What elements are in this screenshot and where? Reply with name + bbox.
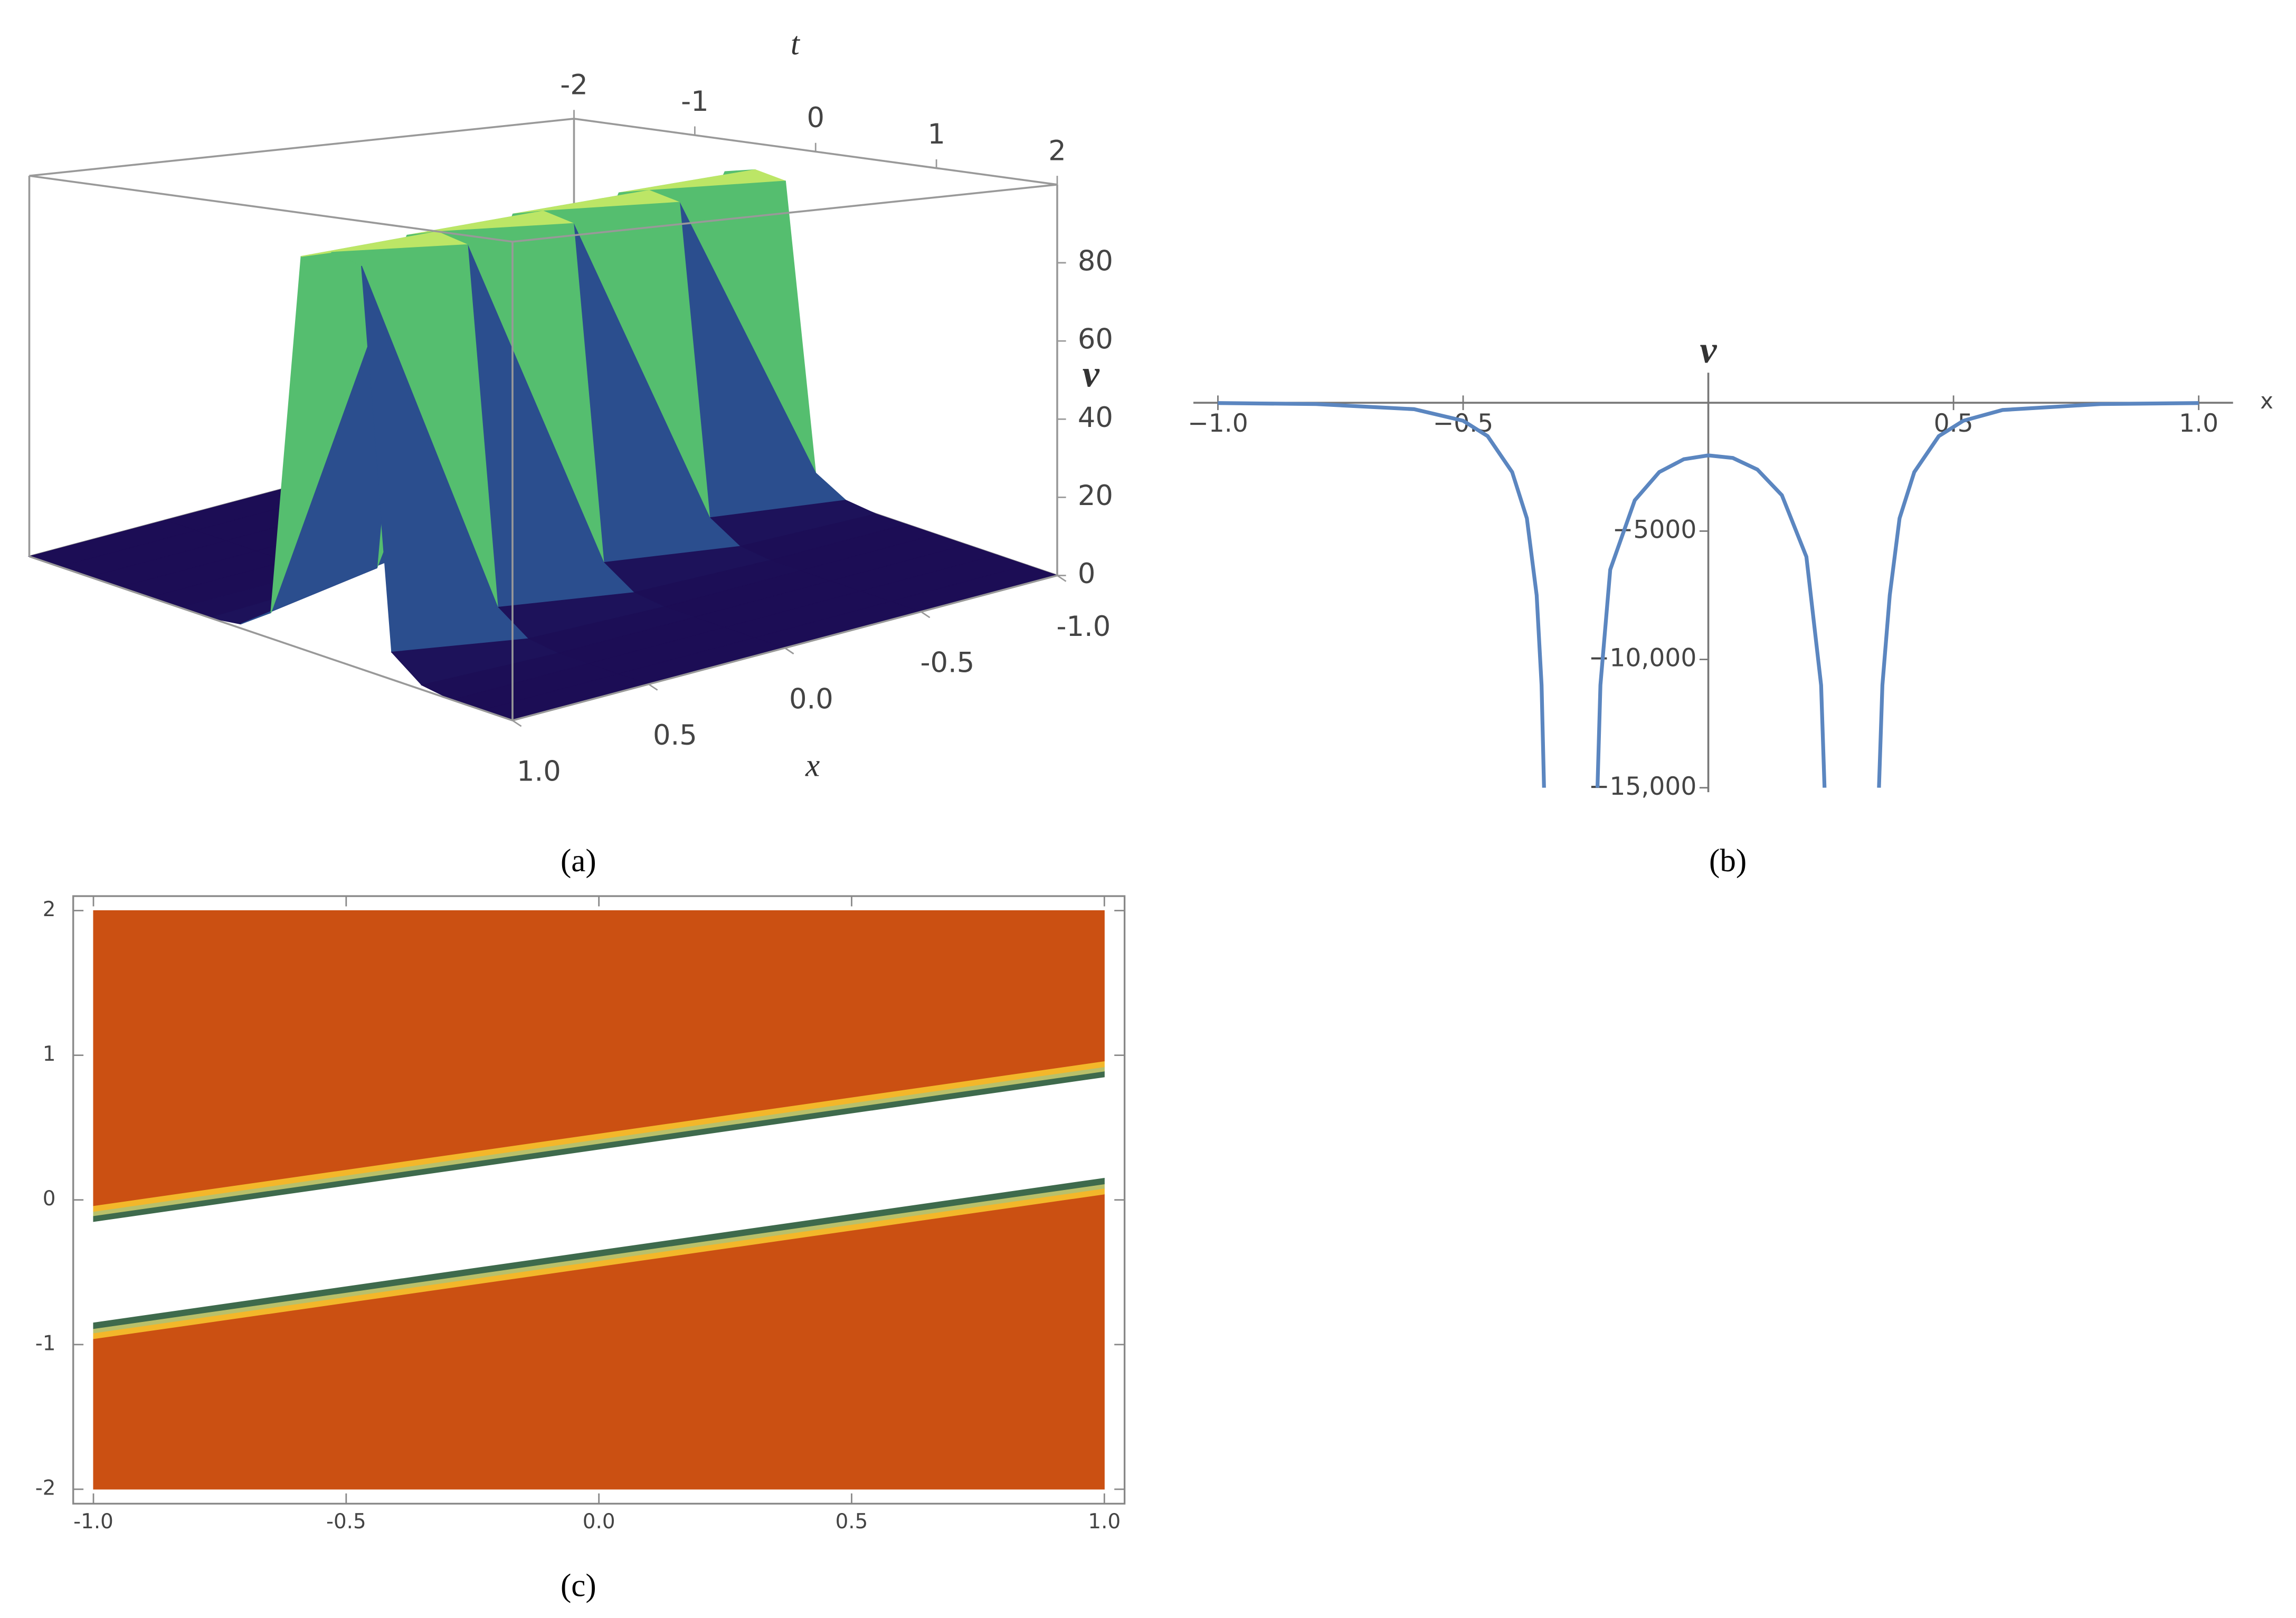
- v-tick-label: 60: [1078, 323, 1113, 356]
- y-tick-label: 1: [43, 1042, 56, 1066]
- curve: [1218, 401, 2199, 788]
- caption: (b): [1709, 843, 1747, 879]
- t-tick-label: 0: [807, 102, 824, 134]
- t-tick-label: 2: [1048, 135, 1066, 167]
- axis-label: x: [2260, 388, 2273, 414]
- caption: (c): [561, 1568, 596, 1603]
- axis-label: x: [805, 748, 820, 784]
- box-edge: [29, 118, 574, 177]
- x-tick: [512, 720, 522, 727]
- y-tick-label: 2: [43, 898, 56, 921]
- y-tick-label: −10,000: [1589, 644, 1697, 673]
- x-tick: [921, 611, 931, 618]
- x-tick-label: 0.5: [836, 1510, 868, 1534]
- x-tick: [648, 683, 658, 691]
- x-tick-label: 1.0: [517, 756, 561, 788]
- t-tick-label: -1: [681, 85, 709, 118]
- y-tick-label: -1: [35, 1331, 56, 1355]
- v-tick-label: 0: [1078, 558, 1096, 590]
- v-tick-label: 40: [1078, 402, 1113, 434]
- axis-label: v: [1700, 329, 1718, 371]
- x-tick-label: -1.0: [1057, 611, 1111, 643]
- caption: (a): [561, 843, 596, 879]
- box-edge: [29, 175, 513, 243]
- x-tick: [784, 647, 794, 655]
- y-tick-label: −15,000: [1589, 772, 1697, 801]
- v-tick-label: 20: [1078, 480, 1113, 512]
- x-tick-label: -1.0: [73, 1510, 113, 1534]
- contour-band: [93, 1177, 1105, 1329]
- box-edge: [512, 183, 1058, 243]
- x-tick: [1057, 575, 1067, 582]
- v-tick-label: 80: [1078, 245, 1113, 278]
- x-tick-label: 0.0: [583, 1510, 615, 1534]
- x-tick-label: −1.0: [1188, 409, 1248, 438]
- axis-label: v: [1083, 353, 1100, 395]
- x-tick-label: -0.5: [921, 647, 975, 679]
- x-tick-label: 1.0: [2179, 409, 2218, 438]
- contour-band: [93, 910, 1105, 1206]
- y-tick-label: 0: [43, 1187, 56, 1211]
- t-tick-label: -2: [560, 69, 588, 101]
- axis-label: t: [791, 26, 801, 62]
- x-tick-label: 0.0: [789, 683, 833, 715]
- x-tick-label: 1.0: [1088, 1510, 1121, 1534]
- y-tick-label: -2: [35, 1476, 56, 1500]
- x-tick-label: -0.5: [326, 1510, 366, 1534]
- box-edge: [29, 555, 513, 721]
- x-tick-label: 0.5: [653, 719, 697, 751]
- t-tick-label: 1: [927, 118, 945, 150]
